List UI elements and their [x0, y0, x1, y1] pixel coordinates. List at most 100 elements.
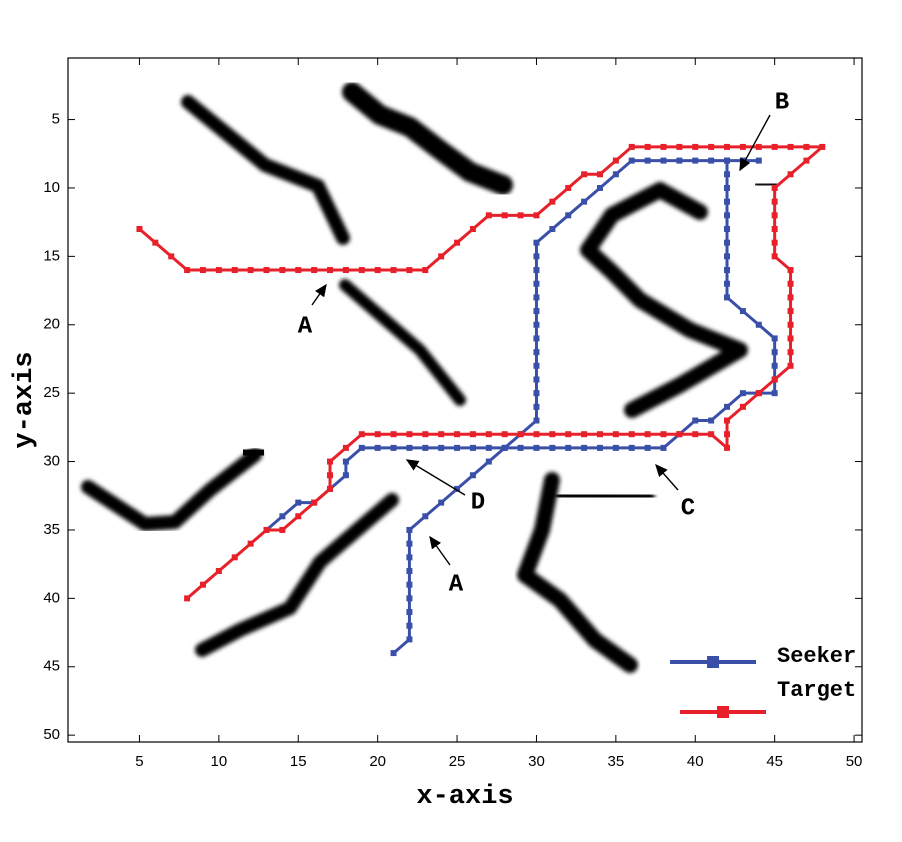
marker	[184, 267, 191, 274]
x-tick-label: 45	[766, 753, 783, 770]
marker	[533, 239, 540, 246]
marker	[454, 431, 461, 438]
x-tick-label: 15	[290, 753, 307, 770]
marker	[533, 294, 540, 301]
y-axis-label: y-axis	[10, 351, 40, 448]
marker	[660, 143, 667, 150]
marker	[724, 157, 731, 164]
marker	[342, 267, 349, 274]
marker	[676, 431, 683, 438]
marker	[581, 198, 588, 205]
marker	[581, 171, 588, 178]
marker	[485, 431, 492, 438]
marker	[374, 267, 381, 274]
marker	[327, 458, 334, 465]
marker	[215, 267, 222, 274]
marker	[724, 253, 731, 260]
marker	[803, 157, 810, 164]
marker	[501, 212, 508, 219]
marker	[692, 143, 699, 150]
marker	[295, 499, 302, 506]
marker	[533, 417, 540, 424]
marker	[406, 636, 413, 643]
x-tick-label: 20	[369, 753, 386, 770]
annotation-arrows	[311, 114, 771, 566]
marker	[724, 212, 731, 219]
marker	[263, 526, 270, 533]
marker	[469, 444, 476, 451]
marker	[803, 143, 810, 150]
plot-frame	[67, 57, 863, 743]
marker	[533, 390, 540, 397]
marker	[533, 212, 540, 219]
marker	[422, 444, 429, 451]
marker	[438, 431, 445, 438]
marker	[612, 444, 619, 451]
marker	[231, 267, 238, 274]
marker	[406, 540, 413, 547]
marker	[787, 143, 794, 150]
marker	[454, 239, 461, 246]
marker	[581, 431, 588, 438]
marker	[660, 157, 667, 164]
y-tick-label: 25	[43, 384, 60, 401]
x-tick-label: 40	[687, 753, 704, 770]
marker	[724, 444, 731, 451]
marker	[152, 239, 159, 246]
obstacles	[81, 82, 780, 673]
marker	[327, 485, 334, 492]
marker	[406, 609, 413, 616]
marker	[406, 444, 413, 451]
marker	[533, 349, 540, 356]
marker	[787, 267, 794, 274]
marker	[596, 171, 603, 178]
annotation: A	[298, 313, 313, 340]
marker	[787, 294, 794, 301]
marker	[787, 171, 794, 178]
marker	[565, 184, 572, 191]
marker	[406, 568, 413, 574]
marker	[247, 540, 254, 547]
marker	[787, 308, 794, 315]
marker	[739, 390, 746, 397]
marker	[787, 362, 794, 369]
marker	[422, 513, 429, 520]
marker	[628, 444, 635, 451]
marker	[724, 294, 731, 301]
marker	[469, 472, 476, 479]
marker	[755, 143, 762, 150]
marker	[644, 157, 651, 164]
marker	[724, 280, 731, 287]
marker	[708, 431, 715, 438]
marker	[438, 253, 445, 260]
legend-marker	[717, 706, 729, 718]
marker	[390, 431, 397, 438]
marker	[676, 157, 683, 164]
marker	[358, 431, 365, 438]
marker	[406, 622, 413, 629]
marker	[533, 253, 540, 260]
marker	[390, 650, 397, 657]
marker	[739, 143, 746, 150]
marker	[533, 308, 540, 315]
x-tick-label: 5	[135, 753, 143, 770]
marker	[596, 444, 603, 451]
marker	[771, 349, 778, 356]
marker	[215, 568, 222, 574]
marker	[342, 444, 349, 451]
y-tick-label: 10	[43, 179, 60, 196]
marker	[517, 444, 524, 451]
marker	[533, 444, 540, 451]
marker	[247, 267, 254, 274]
x-tick-label: 10	[211, 753, 228, 770]
marker	[771, 362, 778, 369]
marker	[612, 157, 619, 164]
marker	[422, 431, 429, 438]
marker	[628, 431, 635, 438]
marker	[724, 226, 731, 232]
marker	[342, 472, 349, 479]
annotation: B	[775, 89, 789, 116]
marker	[565, 431, 572, 438]
marker	[406, 431, 413, 438]
